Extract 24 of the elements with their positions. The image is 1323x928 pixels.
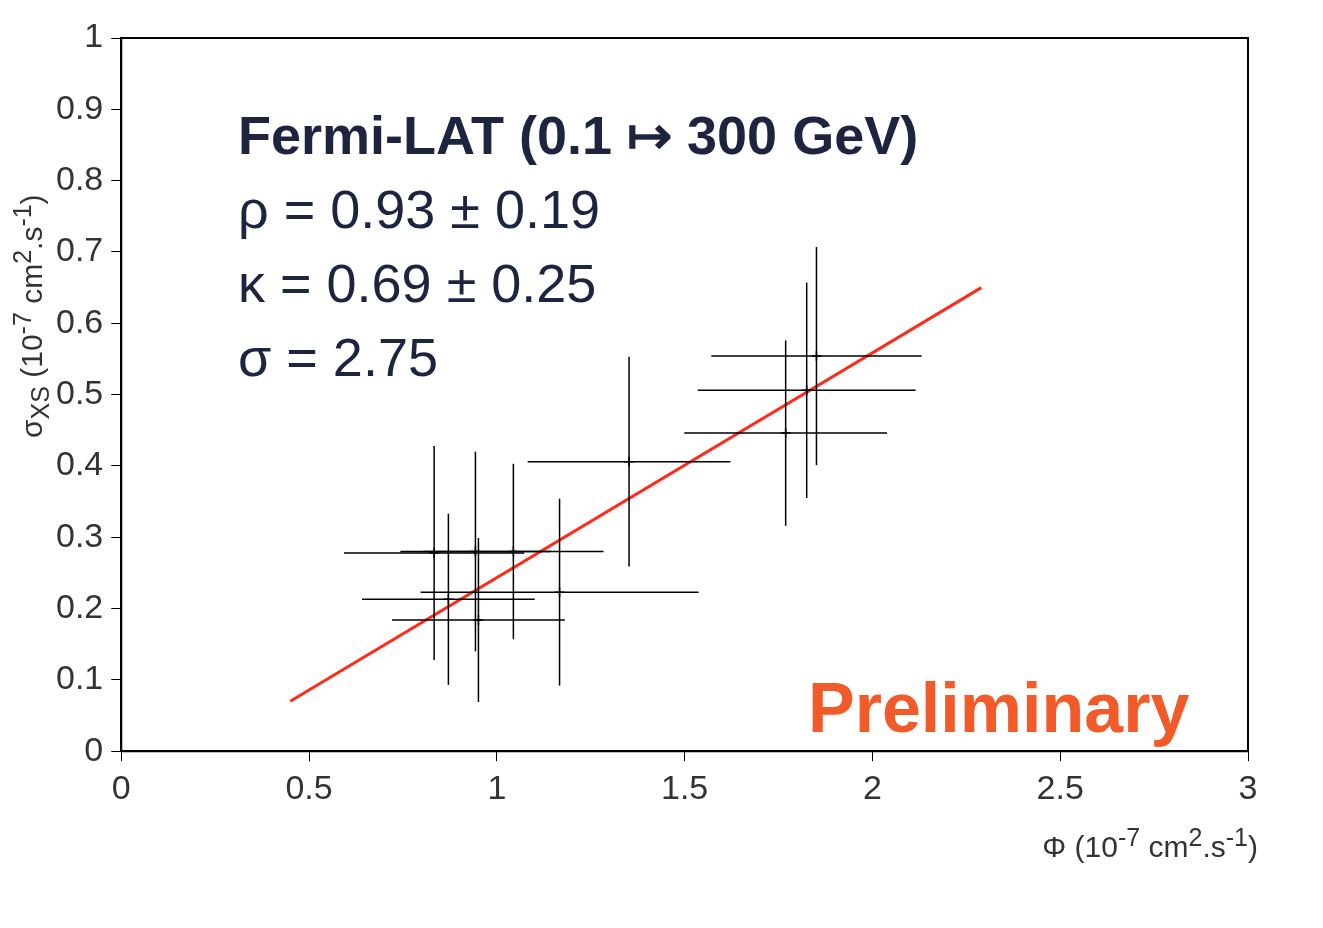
annotation: ρ = 0.93 ± 0.19 bbox=[238, 178, 602, 241]
y-tick-label: 0.6 bbox=[56, 301, 104, 340]
x-tick-label: 2 bbox=[862, 767, 882, 806]
y-tick-label: 0.2 bbox=[56, 586, 104, 625]
y-tick-label: 0.3 bbox=[56, 515, 104, 554]
y-tick-label: 1 bbox=[84, 16, 104, 55]
y-tick-label: 0 bbox=[84, 729, 104, 768]
y-tick-label: 0.5 bbox=[56, 372, 104, 411]
y-tick-label: 0.1 bbox=[56, 658, 104, 697]
annotation: σ = 2.75 bbox=[238, 326, 439, 389]
x-tick-label: 0 bbox=[111, 767, 131, 806]
x-axis-title: Φ (10$^{-7}$ cm$^{2}$.s$^{-1}$) bbox=[1042, 823, 1258, 864]
annotation: κ = 0.69 ± 0.25 bbox=[238, 252, 598, 315]
y-tick-label: 0.8 bbox=[56, 159, 104, 198]
x-tick-label: 1 bbox=[487, 767, 507, 806]
annotation: Preliminary bbox=[808, 668, 1190, 748]
y-tick-label: 0.9 bbox=[56, 87, 104, 126]
annotation: Fermi-LAT (0.1 ↦ 300 GeV) bbox=[238, 104, 919, 167]
y-tick-label: 0.4 bbox=[56, 444, 104, 483]
x-tick-label: 3 bbox=[1238, 767, 1258, 806]
x-tick-label: 1.5 bbox=[661, 767, 709, 806]
x-tick-label: 2.5 bbox=[1036, 767, 1084, 806]
y-tick-label: 0.7 bbox=[56, 230, 104, 269]
x-tick-label: 0.5 bbox=[285, 767, 333, 806]
